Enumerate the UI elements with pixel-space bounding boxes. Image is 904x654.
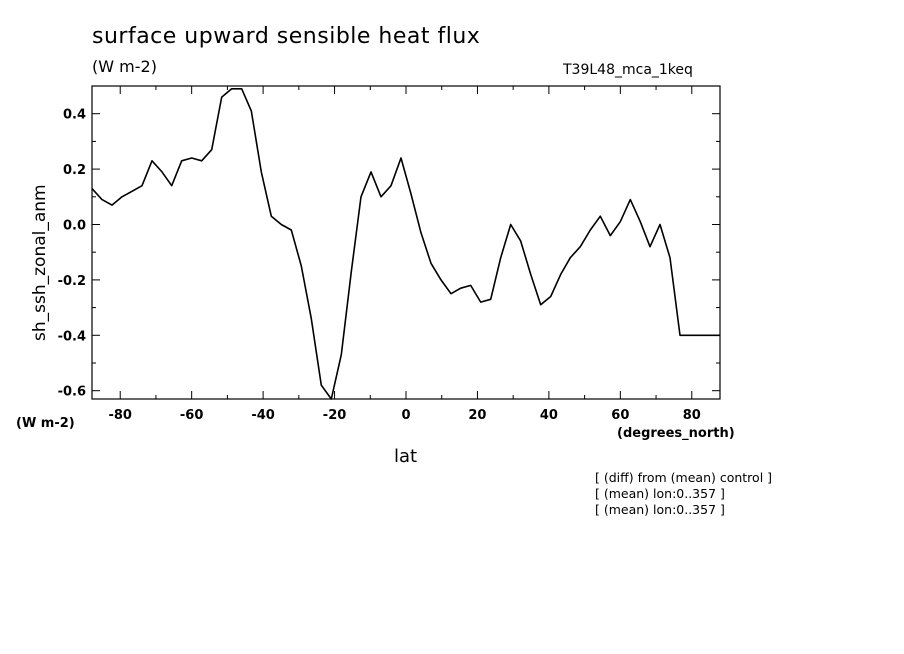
x-tick-label: -40	[251, 408, 275, 423]
x-tick-label: 0	[401, 408, 410, 423]
x-tick-label: 80	[683, 408, 701, 423]
chart-title: surface upward sensible heat flux	[92, 24, 481, 49]
x-tick-label: -80	[108, 408, 132, 423]
note-line-1: [ (diff) from (mean) control ]	[595, 470, 773, 485]
plot-frame	[91, 85, 721, 400]
x-tick-label: -60	[180, 408, 204, 423]
run-id-label: T39L48_mca_1keq	[563, 62, 693, 78]
chart-units: (W m-2)	[92, 57, 157, 76]
y-axis-units: (W m-2)	[16, 416, 75, 431]
x-tick-label: 60	[611, 408, 629, 423]
y-tick-label: -0.2	[58, 274, 86, 289]
note-line-3: [ (mean) lon:0..357 ]	[595, 502, 725, 517]
y-tick-label: -0.4	[58, 329, 86, 344]
y-tick-label: -0.6	[58, 385, 86, 400]
y-axis-label: sh_ssh_zonal_anm	[30, 184, 50, 341]
series-line	[92, 88, 720, 400]
y-tick-label: 0.0	[63, 218, 86, 233]
note-line-2: [ (mean) lon:0..357 ]	[595, 486, 725, 501]
y-tick-label: 0.4	[63, 108, 86, 123]
x-axis-units: (degrees_north)	[617, 426, 735, 441]
x-tick-label: 40	[540, 408, 558, 423]
x-axis-label: lat	[394, 446, 418, 467]
x-tick-label: 20	[468, 408, 486, 423]
y-tick-label: 0.2	[63, 163, 86, 178]
x-tick-label: -20	[323, 408, 347, 423]
